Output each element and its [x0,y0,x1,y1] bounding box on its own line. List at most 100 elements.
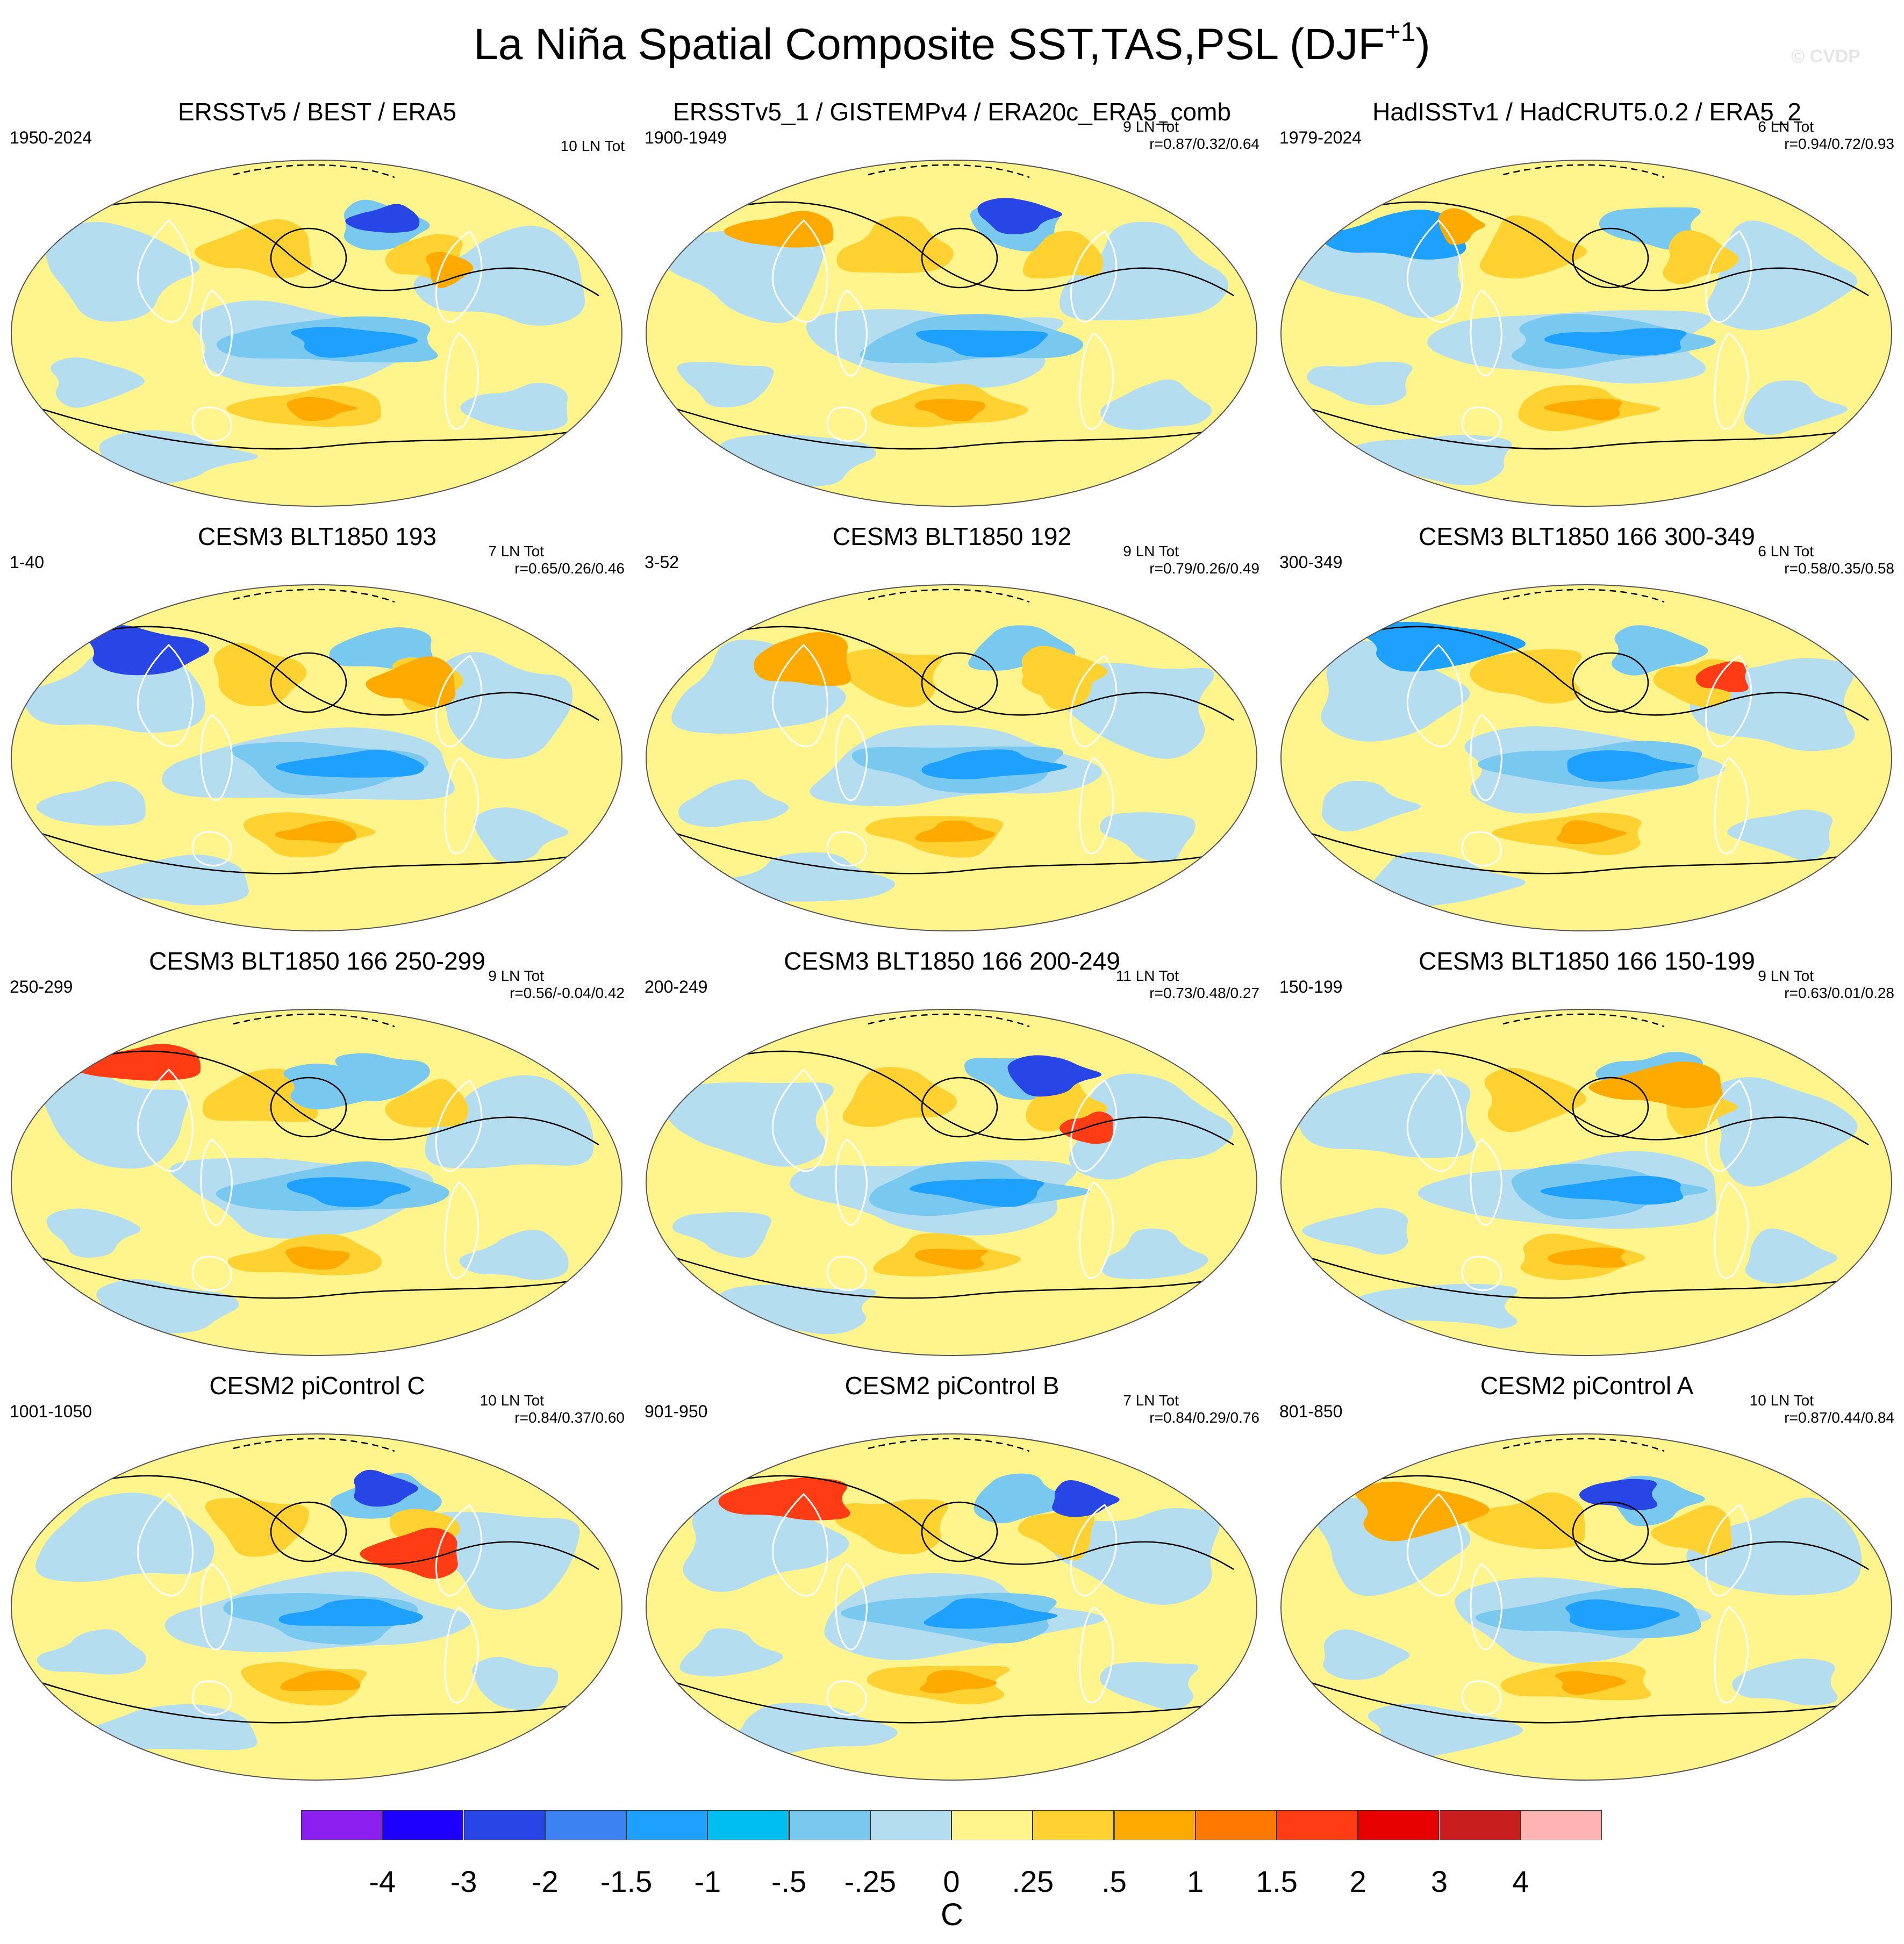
colorbar-swatch [382,1810,464,1840]
anomaly-region [1588,1061,1724,1108]
anomaly-region [213,642,307,707]
coastline [835,1563,868,1651]
anomaly-region [472,1656,559,1710]
psl-contour [39,832,610,874]
colorbar-swatch [789,1810,870,1840]
map-border [11,160,622,507]
colorbar-swatch [463,1810,545,1840]
anomaly-region [719,434,876,486]
colorbar-tick-label: .25 [1012,1864,1054,1898]
coastline [1470,1563,1502,1651]
coastline [191,406,232,442]
map-projection [11,160,622,507]
anomaly-region [99,430,259,486]
panel-ln-count: 6 LN Tot [1758,118,1814,135]
anomaly-region [425,1512,580,1610]
anomaly-region [1005,860,1149,908]
anomaly-region [1051,1480,1120,1517]
coastline [444,1606,479,1704]
anomaly-region [919,1670,997,1694]
panel-years: 300-349 [1279,553,1343,572]
colorbar-swatch [1277,1810,1358,1840]
panel-years: 1001-1050 [10,1402,92,1421]
anomaly-region [1556,820,1627,844]
anomaly-region [915,1249,989,1270]
anomaly-region [1567,750,1695,782]
panel-title: CESM3 BLT1850 192 [832,522,1072,550]
panel-stats: 6 LN Tot r=0.58/0.35/0.58 [1758,543,1894,577]
anomaly-region [915,329,1048,357]
anomaly-region [718,1285,876,1335]
map-projection [646,1433,1257,1781]
panel-stats: 10 LN Tot r=0.87/0.44/0.84 [1750,1392,1894,1426]
anomaly-region [362,1282,531,1325]
colorbar-swatch [870,1810,951,1840]
anomaly-region [1727,809,1833,861]
anomaly-region [1051,1508,1220,1605]
coastline [826,831,867,867]
colorbar-swatch [1358,1810,1440,1840]
map-border [11,584,622,931]
panel-stats: 9 LN Tot r=0.56/-0.04/0.42 [488,967,625,1002]
anomaly-region [283,1064,409,1110]
map-projection [1280,1009,1892,1356]
coastline [835,714,868,801]
panel-years: 200-249 [645,977,708,996]
map-projection [646,160,1257,507]
coastline [444,757,479,855]
panel-title: ERSSTv5 / BEST / ERA5 [177,98,457,126]
anomaly-region [666,1082,834,1167]
anomaly-region [80,1704,257,1751]
psl-contour [39,407,610,450]
coastline [771,1068,828,1172]
anomaly-region [36,781,146,826]
panel-ln-count: 10 LN Tot [560,138,625,154]
map-projection [646,1009,1257,1356]
map-border [1280,160,1892,507]
coastline [1079,1606,1114,1704]
map-projection [11,1009,622,1356]
figure-title-text: La Niña Spatial Composite SST,TAS,PSL (D… [474,20,1385,69]
anomaly-region [718,1477,850,1520]
anomaly-region [1100,379,1212,430]
panel-stats: 9 LN Tot r=0.63/0.01/0.28 [1758,967,1894,1002]
anomaly-region [1630,862,1793,906]
panel-years: 1950-2024 [10,128,92,147]
panel-title: CESM2 piControl A [1480,1372,1694,1400]
anomaly-region [1565,1599,1680,1631]
psl-contour [71,201,599,297]
anomaly-region [994,430,1168,476]
coastline [1070,1079,1118,1172]
anomaly-region [1059,221,1229,320]
psl-contour-negative [1502,589,1665,603]
colorbar-swatch [626,1810,707,1840]
anomaly-region [1540,1175,1684,1205]
panel-title: ERSSTv5_1 / GISTEMPv4 / ERA20c_ERA5_comb [673,98,1231,126]
psl-contour-negative [868,164,1030,178]
anomaly-region [1322,210,1466,260]
panel-correlation: r=0.73/0.48/0.27 [1149,985,1259,1001]
psl-contour [1309,832,1880,874]
panel-ln-count: 9 LN Tot [488,967,544,984]
psl-contour-negative [1502,1013,1665,1028]
anomaly-region [683,1492,849,1592]
psl-contour [1341,1050,1869,1146]
anomaly-region [915,820,996,842]
coastline [137,1068,194,1172]
anomaly-region [474,807,569,863]
anomaly-region [275,821,357,843]
anomaly-region [1468,1493,1585,1550]
map-panel: CESM3 BLT1850 192 3-52 9 LN Tot r=0.79/0.26… [635,521,1269,946]
coastline [191,831,232,867]
anomaly-region [354,1469,419,1507]
anomaly-region [1484,1067,1586,1132]
coastline [771,219,828,323]
colorbar-tick-label: 3 [1430,1864,1448,1898]
anomaly-region [1302,1208,1408,1255]
anomaly-region [678,779,789,828]
coastline [1705,1079,1752,1172]
map-projection [11,584,622,931]
anomaly-region [834,1499,948,1555]
anomaly-region [46,1208,141,1258]
coastline [1406,1068,1463,1172]
